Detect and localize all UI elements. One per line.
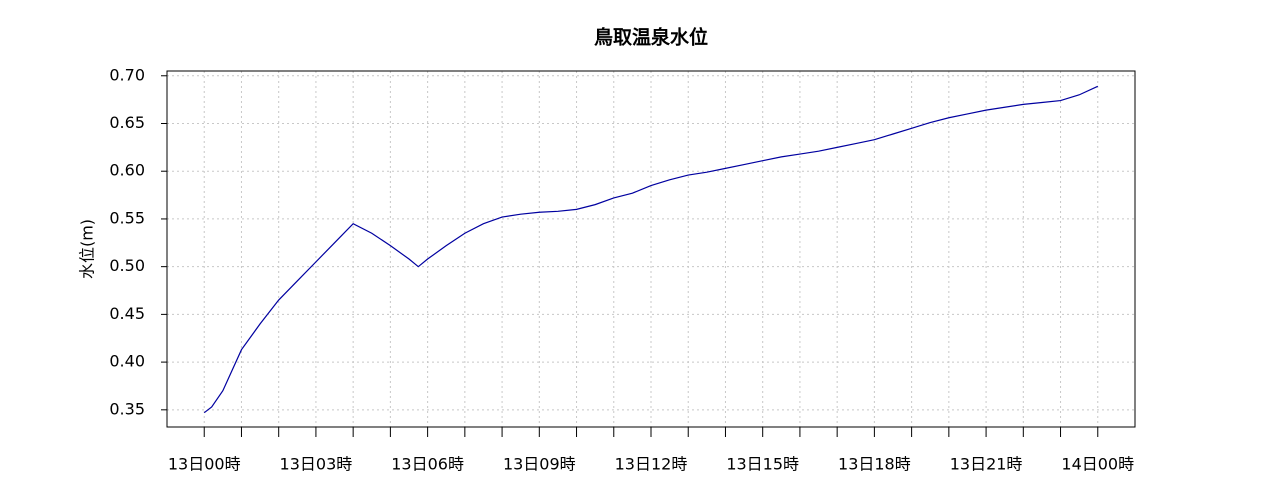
x-tick-label: 13日06時 <box>391 455 464 474</box>
y-tick-label: 0.55 <box>109 208 145 227</box>
y-tick-label: 0.60 <box>109 161 145 180</box>
y-tick-label: 0.45 <box>109 304 145 323</box>
x-tick-label: 13日00時 <box>168 455 241 474</box>
x-tick-label: 13日12時 <box>615 455 688 474</box>
y-tick-label: 0.35 <box>109 399 145 418</box>
y-tick-label: 0.65 <box>109 113 145 132</box>
x-tick-label: 13日18時 <box>838 455 911 474</box>
y-tick-label: 0.50 <box>109 256 145 275</box>
y-tick-label: 0.70 <box>109 65 145 84</box>
y-tick-label: 0.40 <box>109 352 145 371</box>
chart-title: 鳥取温泉水位 <box>594 26 708 49</box>
plot-frame <box>166 70 1136 428</box>
x-tick-label: 13日09時 <box>503 455 576 474</box>
data-line <box>203 85 1099 414</box>
y-axis-label: 水位(m) <box>78 219 97 279</box>
x-tick-label: 14日00時 <box>1061 455 1134 474</box>
x-tick-label: 13日03時 <box>280 455 353 474</box>
x-tick-label: 13日15時 <box>726 455 799 474</box>
x-tick-label: 13日21時 <box>950 455 1023 474</box>
